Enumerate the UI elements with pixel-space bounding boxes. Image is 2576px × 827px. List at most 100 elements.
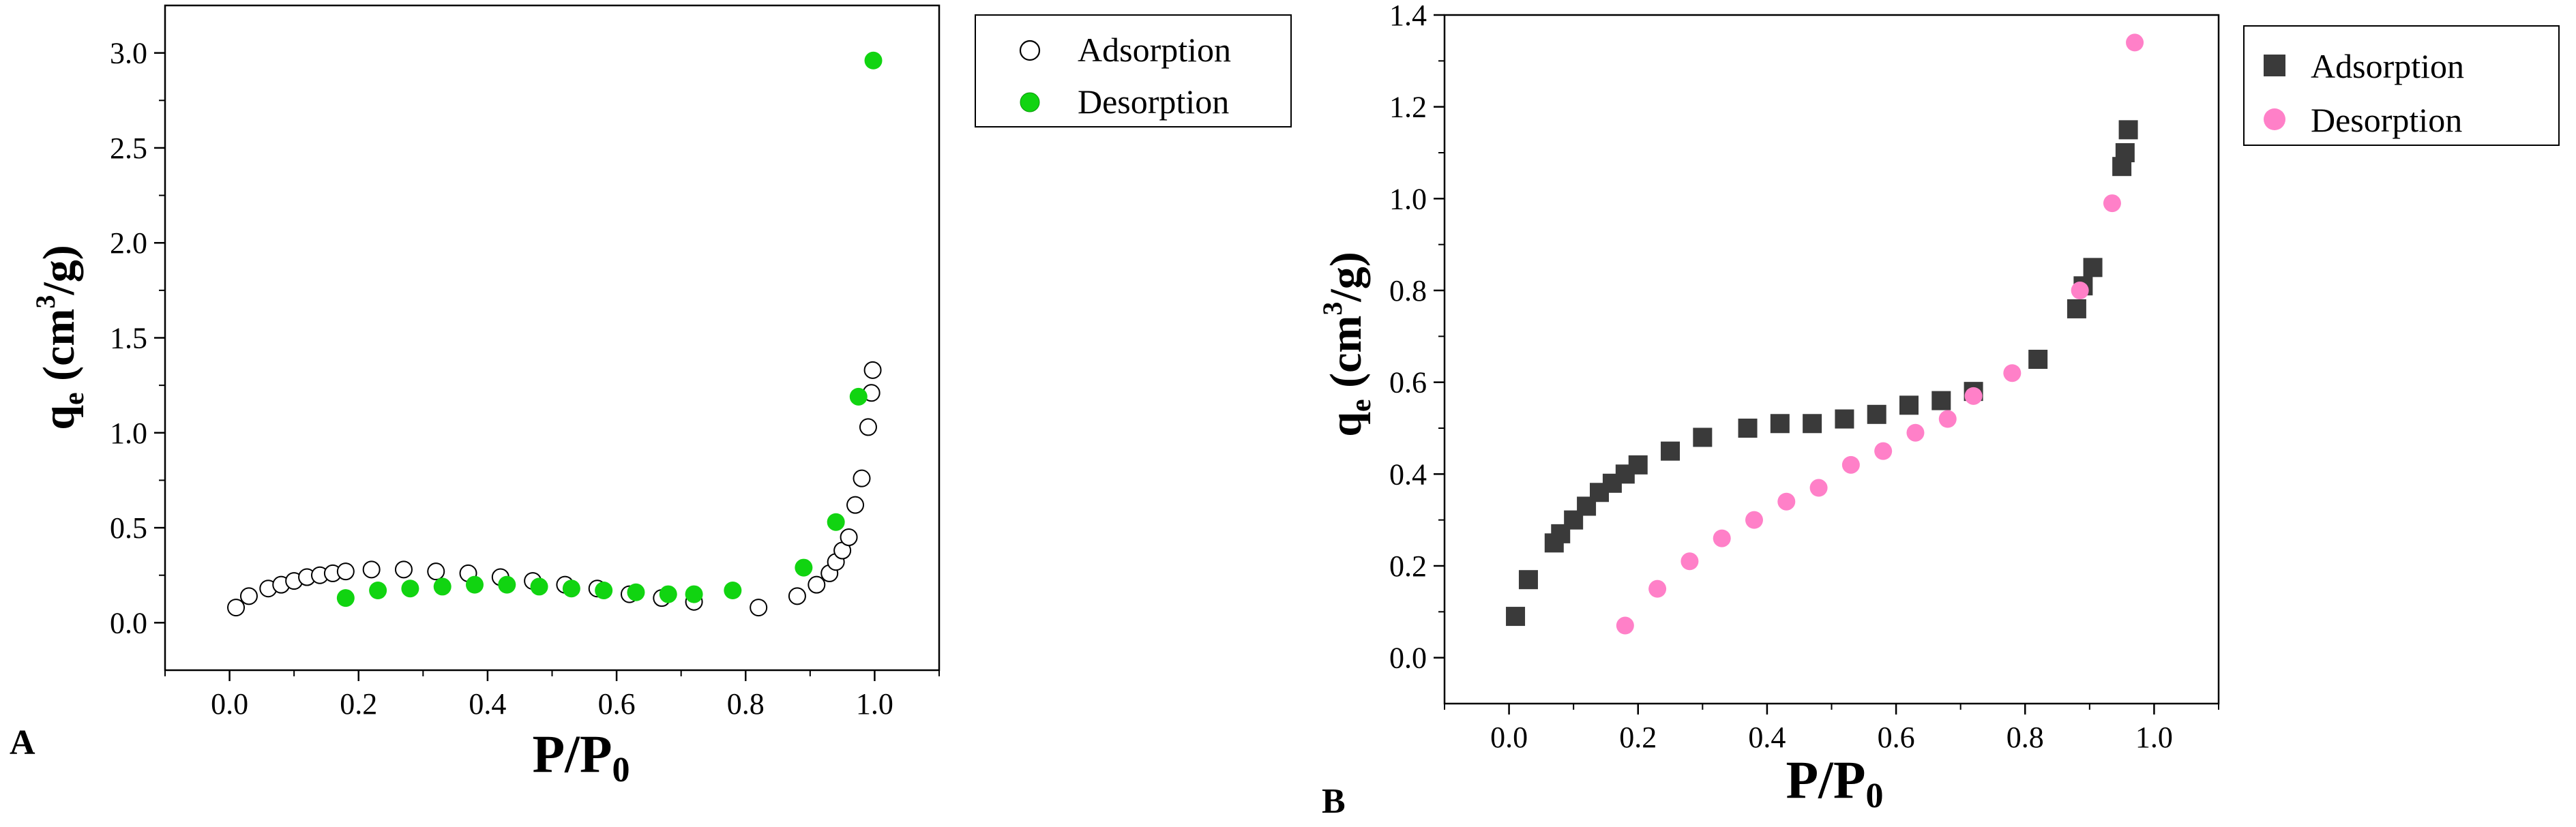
panel-b-desorption-point (1841, 455, 1860, 474)
panel-b-x-axis-title: P/P0 (1786, 750, 1884, 815)
panel-b-adsorption-point (1770, 414, 1790, 434)
panel-b-adsorption-point (1835, 409, 1854, 429)
panel-label-a: A (10, 723, 35, 762)
panel-b-adsorption-point (2115, 143, 2135, 162)
panel-a-y-axis-title: qe (cm3/g) (30, 245, 90, 430)
panel-b-adsorption-point (1693, 427, 1713, 447)
panel-a-desorption-point (530, 577, 548, 596)
panel-b-adsorption-point (2028, 350, 2048, 369)
panel-a-x-ticks: 0.0 0.2 0.4 0.6 0.8 1.0 (164, 670, 940, 721)
panel-a-y-tick-label: 0.0 (110, 606, 147, 640)
panel-b-adsorption-point (1628, 455, 1648, 475)
panel-b-adsorption-point (1738, 419, 1758, 438)
panel-a-x-tick-label: 0.6 (598, 687, 636, 721)
panel-a-chart: 0.0 0.5 1.0 1.5 2.0 2.5 3.0 0.0 0.2 0.4 0.6 0.8 1.0… (10, 4, 1292, 790)
panel-b-y-tick-label: 0.2 (1389, 550, 1427, 583)
panel-b-adsorption-point (1931, 391, 1951, 410)
panel-b-adsorption-point (1661, 441, 1681, 461)
panel-b-x-tick-label: 0.0 (1490, 721, 1528, 754)
panel-b-y-ticks: 0.0 0.2 0.4 0.6 0.8 1.0 1.2 1.4 (1389, 0, 1445, 675)
panel-b-x-tick-label: 0.6 (1878, 721, 1915, 754)
panel-a-x-tick-label: 0.8 (727, 687, 765, 721)
panel-a-y-tick-label: 1.0 (110, 417, 147, 450)
panel-b-y-tick-label: 1.2 (1389, 91, 1427, 124)
panel-a-adsorption-point (362, 560, 381, 579)
panel-a-desorption-point (827, 513, 845, 531)
panel-a-legend-desorption-label: Desorption (1078, 82, 1229, 121)
panel-a-desorption-point (336, 589, 355, 607)
panel-a-x-tick-label: 0.2 (340, 687, 377, 721)
panel-b-adsorption-point (1518, 570, 1538, 590)
panel-b-desorption-point (2003, 364, 2022, 382)
panel-a-y-tick-label: 1.5 (110, 322, 147, 355)
panel-a-desorption-point (795, 558, 813, 577)
panel-a-data-points (227, 51, 883, 617)
panel-a-legend-adsorption-label: Adsorption (1078, 31, 1231, 69)
panel-b-adsorption-point (2118, 120, 2138, 140)
panel-b-x-tick-label: 0.4 (1748, 721, 1786, 754)
panel-b-desorption-point (1681, 552, 1699, 571)
panel-a-y-tick-label: 3.0 (110, 37, 147, 70)
panel-a-adsorption-point (840, 528, 858, 546)
panel-a-desorption-point (864, 51, 883, 70)
panel-b-adsorption-point (1899, 395, 1919, 415)
panel-b-y-tick-label: 1.0 (1389, 182, 1427, 215)
panel-a-desorption-point (627, 583, 645, 601)
panel-a-adsorption-point (808, 575, 826, 594)
panel-b-desorption-point (1648, 580, 1667, 598)
panel-a-adsorption-point (853, 469, 871, 487)
panel-b-y-tick-label: 0.8 (1389, 274, 1427, 307)
panel-a-adsorption-point (788, 587, 806, 605)
panel-a-adsorption-point (239, 587, 258, 605)
panel-b-adsorption-point (2067, 299, 2086, 318)
panel-b-data-points (1506, 33, 2144, 635)
panel-b-adsorption-point (2083, 258, 2103, 277)
panel-a-legend: Adsorption Desorption (975, 14, 1292, 127)
panel-b-adsorption-point (1867, 404, 1886, 424)
panel-b-desorption-point (1874, 442, 1893, 460)
panel-b-desorption-point (1616, 616, 1634, 635)
panel-b-y-axis-title: qe (cm3/g) (1317, 252, 1377, 436)
panel-b-adsorption-point (1803, 414, 1822, 434)
panel-a-adsorption-point (336, 562, 355, 581)
panel-b-desorption-point (2126, 33, 2144, 52)
panel-a-desorption-point (369, 582, 387, 599)
panel-a-adsorption-point (427, 562, 445, 581)
panel-b-desorption-point (1713, 529, 1731, 547)
panel-b-x-tick-label: 0.8 (2007, 721, 2044, 754)
panel-b-x-tick-label: 0.2 (1619, 721, 1657, 754)
panel-b-desorption-point (1777, 492, 1796, 511)
panel-a-legend-adsorption-marker (1019, 40, 1041, 61)
panel-b-legend-desorption-marker (2264, 108, 2285, 130)
panel-a-desorption-point (466, 575, 484, 594)
panel-a-adsorption-point (394, 560, 413, 579)
panel-b-plot-frame (1443, 14, 2220, 705)
panel-a-adsorption-point (863, 361, 882, 379)
panel-b-desorption-point (1964, 387, 1983, 405)
panel-b-y-tick-label: 1.4 (1389, 0, 1427, 32)
panel-b-legend-adsorption-marker (2264, 55, 2285, 76)
panel-b-legend: Adsorption Desorption (2243, 25, 2560, 146)
panel-b-legend-desorption-label: Desorption (2311, 101, 2462, 139)
panel-a-desorption-point (724, 582, 742, 599)
panel-b-desorption-point (2071, 282, 2089, 299)
panel-a-desorption-point (595, 582, 613, 599)
panel-b-adsorption-point (1506, 607, 1526, 627)
panel-a-desorption-point (498, 575, 516, 594)
panel-label-b: B (1322, 782, 1346, 821)
panel-b-y-tick-label: 0.0 (1389, 642, 1427, 675)
panel-a-x-tick-label: 0.0 (211, 687, 248, 721)
panel-b-desorption-point (1906, 423, 1925, 442)
panel-b-legend-box (2243, 25, 2560, 146)
panel-a-desorption-point (685, 585, 703, 603)
panel-a-desorption-point (401, 580, 419, 598)
panel-b-chart: 0.0 0.2 0.4 0.6 0.8 1.0 1.2 1.4 0.0 0.2 0.4 0.6 0.8… (1317, 0, 2560, 821)
panel-a-desorption-point (659, 585, 677, 603)
panel-a-y-ticks: 0.0 0.5 1.0 1.5 2.0 2.5 3.0 (110, 37, 165, 640)
panel-a-legend-desorption-marker (1020, 92, 1040, 112)
panel-a-y-tick-label: 2.5 (110, 132, 147, 165)
panel-b-desorption-point (2103, 194, 2121, 213)
panel-a-desorption-point (562, 580, 580, 598)
panel-b-x-tick-label: 1.0 (2135, 721, 2173, 754)
